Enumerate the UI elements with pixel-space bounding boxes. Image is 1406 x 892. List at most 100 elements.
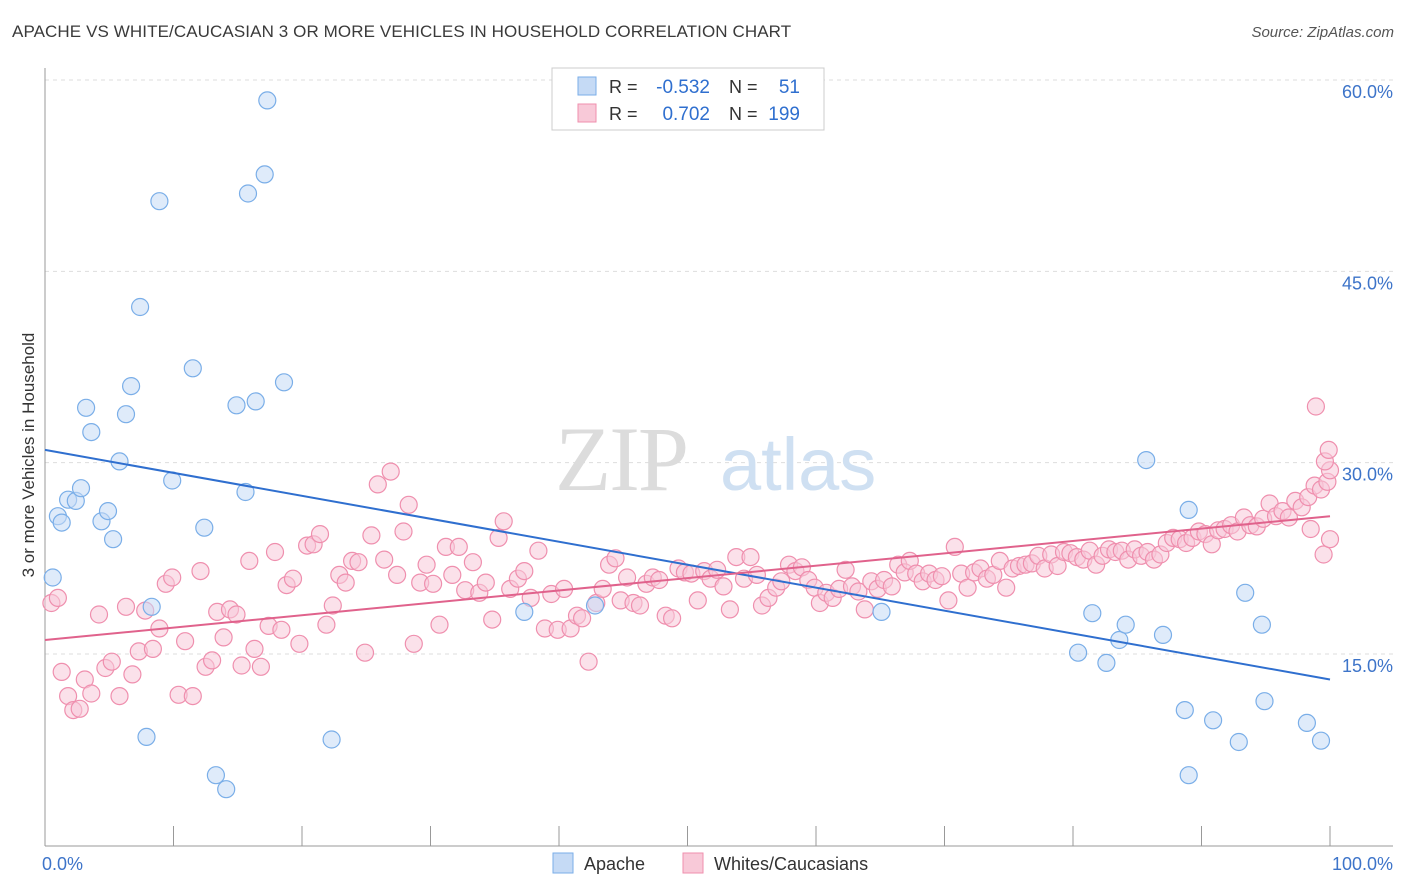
point-whites-51 xyxy=(368,475,387,494)
point-apache-22 xyxy=(217,780,236,799)
point-apache-28 xyxy=(258,91,277,110)
stats-n-value-apache: 51 xyxy=(779,77,800,98)
point-whites-64 xyxy=(449,537,468,557)
point-whites-48 xyxy=(349,553,368,572)
legend-label-whites: Whites/Caucasians xyxy=(714,854,868,874)
watermark-zip: ZIP xyxy=(555,408,687,510)
point-apache-15 xyxy=(137,727,156,747)
point-whites-23 xyxy=(191,561,210,581)
point-apache-26 xyxy=(246,392,265,411)
point-apache-32 xyxy=(585,596,605,615)
point-apache-47 xyxy=(1252,615,1272,634)
y-tick-label-0: 15.0% xyxy=(1342,656,1393,676)
stats-r-value-whites: 0.702 xyxy=(662,104,710,125)
point-whites-1 xyxy=(48,588,68,608)
point-apache-19 xyxy=(183,359,202,378)
point-whites-49 xyxy=(355,643,375,662)
point-whites-74 xyxy=(515,561,534,581)
point-apache-14 xyxy=(131,297,150,317)
point-whites-143 xyxy=(958,578,977,597)
point-whites-88 xyxy=(606,549,625,568)
point-whites-71 xyxy=(494,512,513,531)
point-whites-97 xyxy=(662,609,682,628)
point-apache-20 xyxy=(195,518,214,537)
point-apache-9 xyxy=(98,502,118,521)
point-whites-105 xyxy=(714,577,733,596)
point-whites-55 xyxy=(394,522,413,541)
stats-r-label-apache: R = xyxy=(609,77,638,97)
point-whites-35 xyxy=(265,542,285,562)
point-apache-39 xyxy=(1137,451,1156,470)
point-whites-25 xyxy=(203,651,222,670)
watermark: ZIP atlas xyxy=(555,408,876,510)
legend-label-apache: Apache xyxy=(584,854,645,874)
point-whites-30 xyxy=(232,656,251,675)
point-whites-56 xyxy=(399,495,418,514)
point-whites-127 xyxy=(855,600,874,619)
legend: Apache Whites/Caucasians xyxy=(552,852,868,874)
point-whites-83 xyxy=(572,609,592,628)
point-whites-36 xyxy=(272,620,291,639)
point-apache-2 xyxy=(52,513,71,532)
point-whites-63 xyxy=(443,565,462,585)
stats-r-label-whites: R = xyxy=(609,104,638,124)
point-apache-17 xyxy=(150,192,169,211)
point-apache-6 xyxy=(76,398,96,417)
point-apache-0 xyxy=(43,568,62,587)
point-apache-49 xyxy=(1297,713,1317,733)
point-whites-140 xyxy=(939,591,958,610)
point-apache-34 xyxy=(1068,643,1088,662)
point-whites-10 xyxy=(102,652,121,671)
x-tick-labels: 0.0% 100.0% xyxy=(42,854,1393,874)
stats-n-value-whites: 199 xyxy=(768,104,800,125)
point-apache-45 xyxy=(1229,732,1248,752)
point-apache-36 xyxy=(1097,653,1116,673)
point-apache-13 xyxy=(122,377,141,396)
point-whites-59 xyxy=(417,555,436,574)
point-whites-31 xyxy=(240,551,259,571)
point-apache-29 xyxy=(274,373,294,392)
source-label: Source: ZipAtlas.com xyxy=(1251,24,1394,41)
point-whites-8 xyxy=(89,605,109,624)
point-apache-40 xyxy=(1153,625,1173,645)
trend-line-apache xyxy=(44,448,1331,681)
point-whites-92 xyxy=(630,596,650,615)
x-tick-label-1: 100.0% xyxy=(1332,854,1393,874)
stats-box-frame xyxy=(551,67,825,131)
point-whites-109 xyxy=(741,547,760,567)
point-whites-203 xyxy=(1306,397,1326,416)
point-whites-39 xyxy=(290,634,309,653)
point-apache-21 xyxy=(206,766,225,785)
point-apache-38 xyxy=(1116,615,1135,634)
point-whites-61 xyxy=(430,615,449,634)
point-whites-110 xyxy=(747,565,767,585)
point-whites-205 xyxy=(1320,530,1340,549)
point-apache-27 xyxy=(255,165,274,184)
point-apache-30 xyxy=(322,730,341,749)
y-tick-label-1: 30.0% xyxy=(1342,465,1393,485)
stats-swatch-apache xyxy=(577,76,597,96)
point-whites-43 xyxy=(317,615,336,634)
point-apache-24 xyxy=(236,482,255,502)
y-tick-label-3: 60.0% xyxy=(1342,82,1393,102)
point-whites-202 xyxy=(1319,440,1338,459)
y-axis-label: 3 or more Vehicles in Household xyxy=(19,333,38,578)
stats-r-value-apache: -0.532 xyxy=(656,77,710,98)
point-whites-193 xyxy=(1279,508,1299,527)
legend-swatch-apache xyxy=(552,852,574,874)
point-apache-25 xyxy=(238,184,258,203)
point-apache-42 xyxy=(1179,500,1198,519)
y-tick-label-2: 45.0% xyxy=(1342,273,1393,293)
point-whites-50 xyxy=(362,526,381,545)
stats-n-label-apache: N = xyxy=(729,77,758,97)
trend-lines xyxy=(44,448,1331,681)
point-apache-35 xyxy=(1083,604,1102,623)
point-whites-106 xyxy=(720,600,740,619)
point-whites-21 xyxy=(176,632,195,651)
point-whites-54 xyxy=(388,565,407,585)
point-whites-70 xyxy=(489,528,508,548)
point-whites-66 xyxy=(463,553,482,572)
point-whites-101 xyxy=(688,591,707,610)
point-apache-46 xyxy=(1236,583,1255,602)
